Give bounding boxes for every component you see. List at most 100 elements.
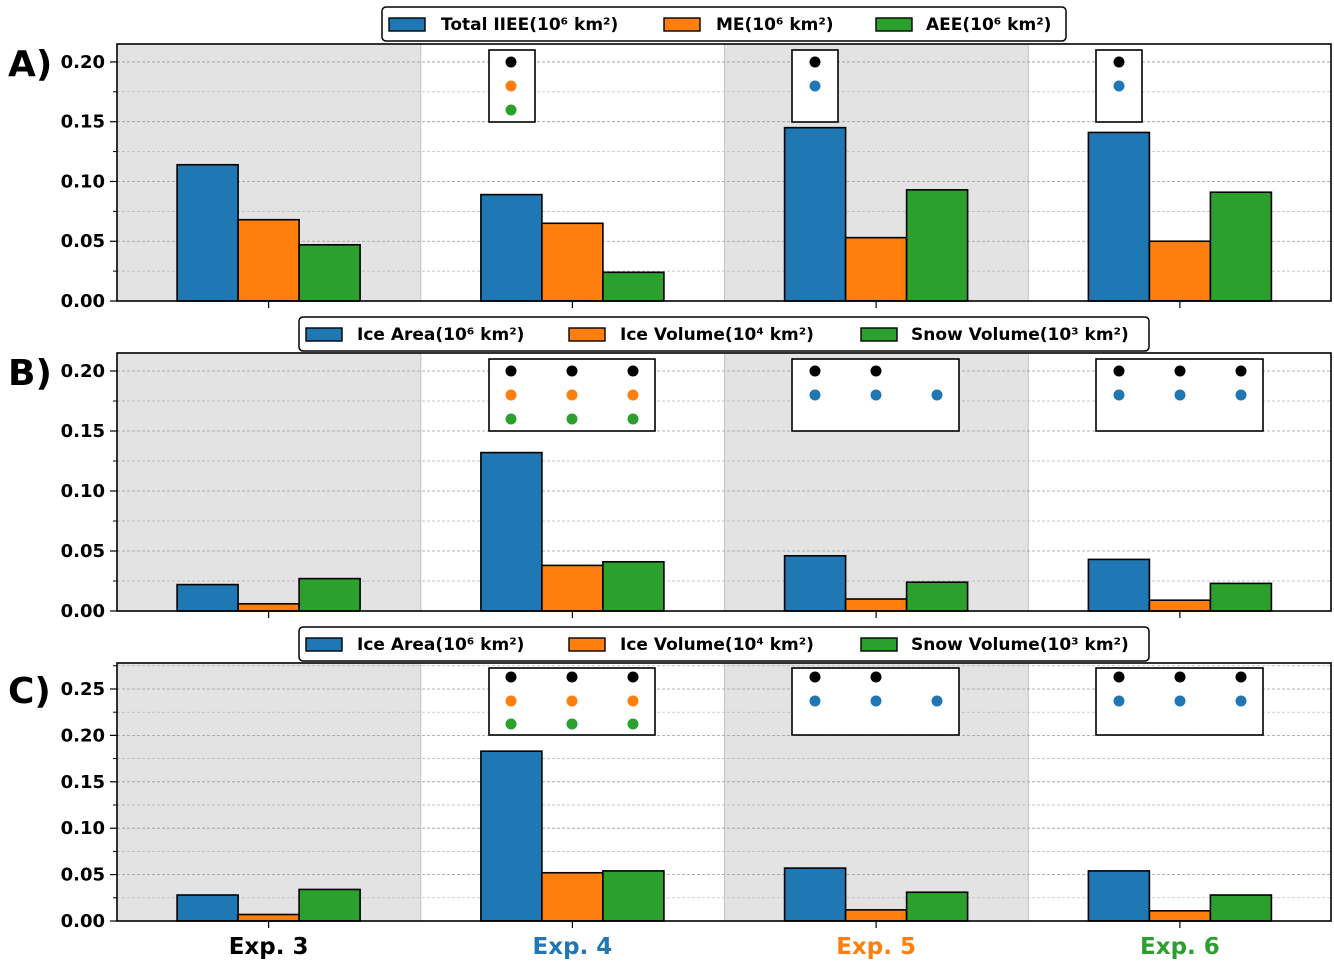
y-tick-label: 0.15 <box>61 112 105 133</box>
bar <box>176 894 239 922</box>
panel-a: 0.00 0.05 0.10 0.15 0.20 A) Total IIEE(10⁶ km²… <box>8 6 1332 312</box>
significance-dot <box>1174 695 1186 707</box>
legend-swatch <box>305 327 343 342</box>
y-tick-label: 0.05 <box>61 231 105 252</box>
y-tick-label: 0.15 <box>61 421 105 442</box>
significance-dot <box>870 365 882 377</box>
shaded-region <box>117 663 421 921</box>
y-tick-label: 0.20 <box>61 52 105 73</box>
significance-dot <box>870 695 882 707</box>
significance-dot <box>505 671 517 683</box>
y-tick-label: 0.00 <box>61 911 105 932</box>
legend-label: Ice Area(10⁶ km²) <box>357 325 524 345</box>
significance-dot <box>1113 80 1125 92</box>
bar <box>480 451 543 612</box>
legend: Ice Area(10⁶ km²) Ice Volume(10⁴ km²) Snow… <box>298 626 1150 662</box>
bar <box>1148 240 1212 302</box>
bar <box>298 888 361 922</box>
panel-label: B) <box>8 353 52 394</box>
legend-label: Ice Volume(10⁴ km²) <box>620 635 814 655</box>
x-category-label: Exp. 3 <box>229 934 309 960</box>
bar <box>1087 558 1151 612</box>
y-tick-label: 0.20 <box>61 725 105 746</box>
significance-dot <box>566 365 578 377</box>
bar <box>1209 582 1273 612</box>
significance-dot <box>566 671 578 683</box>
legend-swatch <box>663 17 701 32</box>
bar <box>1148 909 1212 922</box>
significance-dot <box>566 695 578 707</box>
significance-dot <box>931 389 943 401</box>
plot-frame <box>116 43 1332 302</box>
bar <box>541 871 604 922</box>
significance-dot <box>627 389 639 401</box>
y-tick-label: 0.05 <box>61 865 105 886</box>
legend-label: Snow Volume(10³ km²) <box>911 325 1129 345</box>
significance-dot <box>809 365 821 377</box>
bar <box>844 598 908 612</box>
significance-dot <box>505 56 517 68</box>
significance-dot <box>1113 56 1125 68</box>
bar <box>1087 131 1151 302</box>
legend-swatch <box>305 637 343 652</box>
significance-dot <box>1235 389 1247 401</box>
significance-dot <box>505 413 517 425</box>
legend-label: ME(10⁶ km²) <box>716 15 834 35</box>
bar <box>602 271 665 302</box>
x-category-label: Exp. 5 <box>836 934 916 960</box>
legend-frame <box>298 626 1150 662</box>
significance-dot <box>505 104 517 116</box>
panel-b: 0.000.050.100.150.20B)Ice Area(10⁶ km²) I… <box>8 316 1332 622</box>
significance-dot <box>566 413 578 425</box>
significance-dot <box>627 365 639 377</box>
panel-c: 0.00 0.05 0.10 0.15 0.20 0.25 C) Ice Area(10⁶ k… <box>8 626 1332 932</box>
y-tick-label: 0.00 <box>61 291 105 312</box>
significance-dot <box>627 671 639 683</box>
significance-dot <box>1235 365 1247 377</box>
significance-dot <box>809 80 821 92</box>
significance-dot <box>505 80 517 92</box>
bar <box>905 581 969 612</box>
y-tick-label: 0.20 <box>61 361 105 382</box>
bar <box>1209 191 1273 302</box>
bar <box>237 218 300 302</box>
bar <box>783 867 847 922</box>
significance-dot <box>809 389 821 401</box>
significance-dot <box>505 365 517 377</box>
shaded-region <box>117 353 421 611</box>
significance-dot <box>627 695 639 707</box>
significance-dot <box>1113 389 1125 401</box>
significance-dot <box>566 389 578 401</box>
legend-label: AEE(10⁶ km²) <box>926 15 1051 35</box>
bar <box>541 564 604 612</box>
significance-dot <box>566 718 578 730</box>
bar <box>602 560 665 612</box>
significance-dot <box>1235 695 1247 707</box>
bar <box>298 244 361 302</box>
bar <box>602 870 665 922</box>
bar <box>783 554 847 612</box>
panel-label: A) <box>8 44 52 85</box>
legend-label: Ice Area(10⁶ km²) <box>357 635 524 655</box>
significance-dot <box>809 695 821 707</box>
bar <box>541 222 604 302</box>
significance-dot <box>1113 671 1125 683</box>
bar <box>905 891 969 922</box>
bar <box>1087 870 1151 922</box>
legend-swatch <box>860 327 898 342</box>
bar <box>176 583 239 612</box>
legend-frame <box>298 316 1150 352</box>
plot-frame <box>116 662 1332 922</box>
bar <box>905 189 969 302</box>
significance-dot <box>809 56 821 68</box>
bar <box>298 577 361 612</box>
legend-swatch <box>875 17 913 32</box>
significance-dot <box>809 671 821 683</box>
significance-dot <box>505 695 517 707</box>
panel-label: C) <box>8 671 51 712</box>
significance-dot <box>1113 695 1125 707</box>
bar <box>237 913 300 922</box>
significance-dot <box>1174 389 1186 401</box>
bar <box>783 126 847 302</box>
